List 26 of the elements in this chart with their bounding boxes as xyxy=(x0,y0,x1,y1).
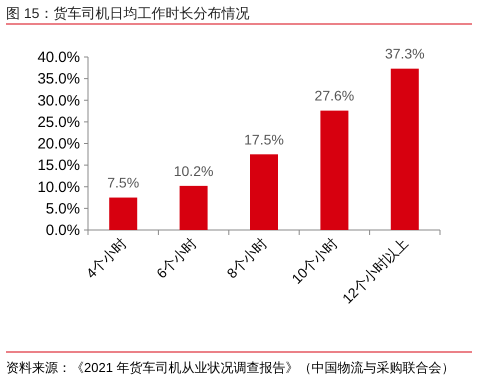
bar xyxy=(250,154,278,230)
y-tick-label: 0.0% xyxy=(46,222,80,239)
text: 资料来源：《2021 年货车司机从业状况调查报告》（中国物流与采购联合会） xyxy=(6,360,455,375)
x-tick-label: 12个小时以上 xyxy=(339,234,411,307)
y-tick-label: 5.0% xyxy=(46,200,80,218)
y-tick-label: 40.0% xyxy=(37,49,80,66)
y-tick-label: 10.0% xyxy=(37,178,80,196)
y-tick-label: 20.0% xyxy=(37,136,80,152)
y-tick-label: 15.0% xyxy=(37,157,80,174)
chart-title: 图 15：货车司机日均工作时长分布情况 xyxy=(6,5,250,21)
data-label: 7.5% xyxy=(107,174,140,191)
y-tick-label: 25.0% xyxy=(37,114,80,131)
bar xyxy=(109,198,138,230)
bar xyxy=(180,186,208,230)
data-label: 27.6% xyxy=(314,88,354,104)
x-tick-label: 8个小时 xyxy=(224,234,270,282)
y-tick-label: 35.0% xyxy=(37,70,80,88)
data-label: 37.3% xyxy=(384,46,425,62)
x-tick-label: 4个小时 xyxy=(82,234,130,282)
data-label: 17.5% xyxy=(244,131,284,148)
data-label: 10.2% xyxy=(174,162,214,179)
x-tick-label: 6个小时 xyxy=(153,234,200,282)
bar xyxy=(390,68,419,230)
y-tick-label: 30.0% xyxy=(37,92,80,110)
bar xyxy=(320,110,348,230)
x-tick-label: 10个小时 xyxy=(288,234,341,287)
